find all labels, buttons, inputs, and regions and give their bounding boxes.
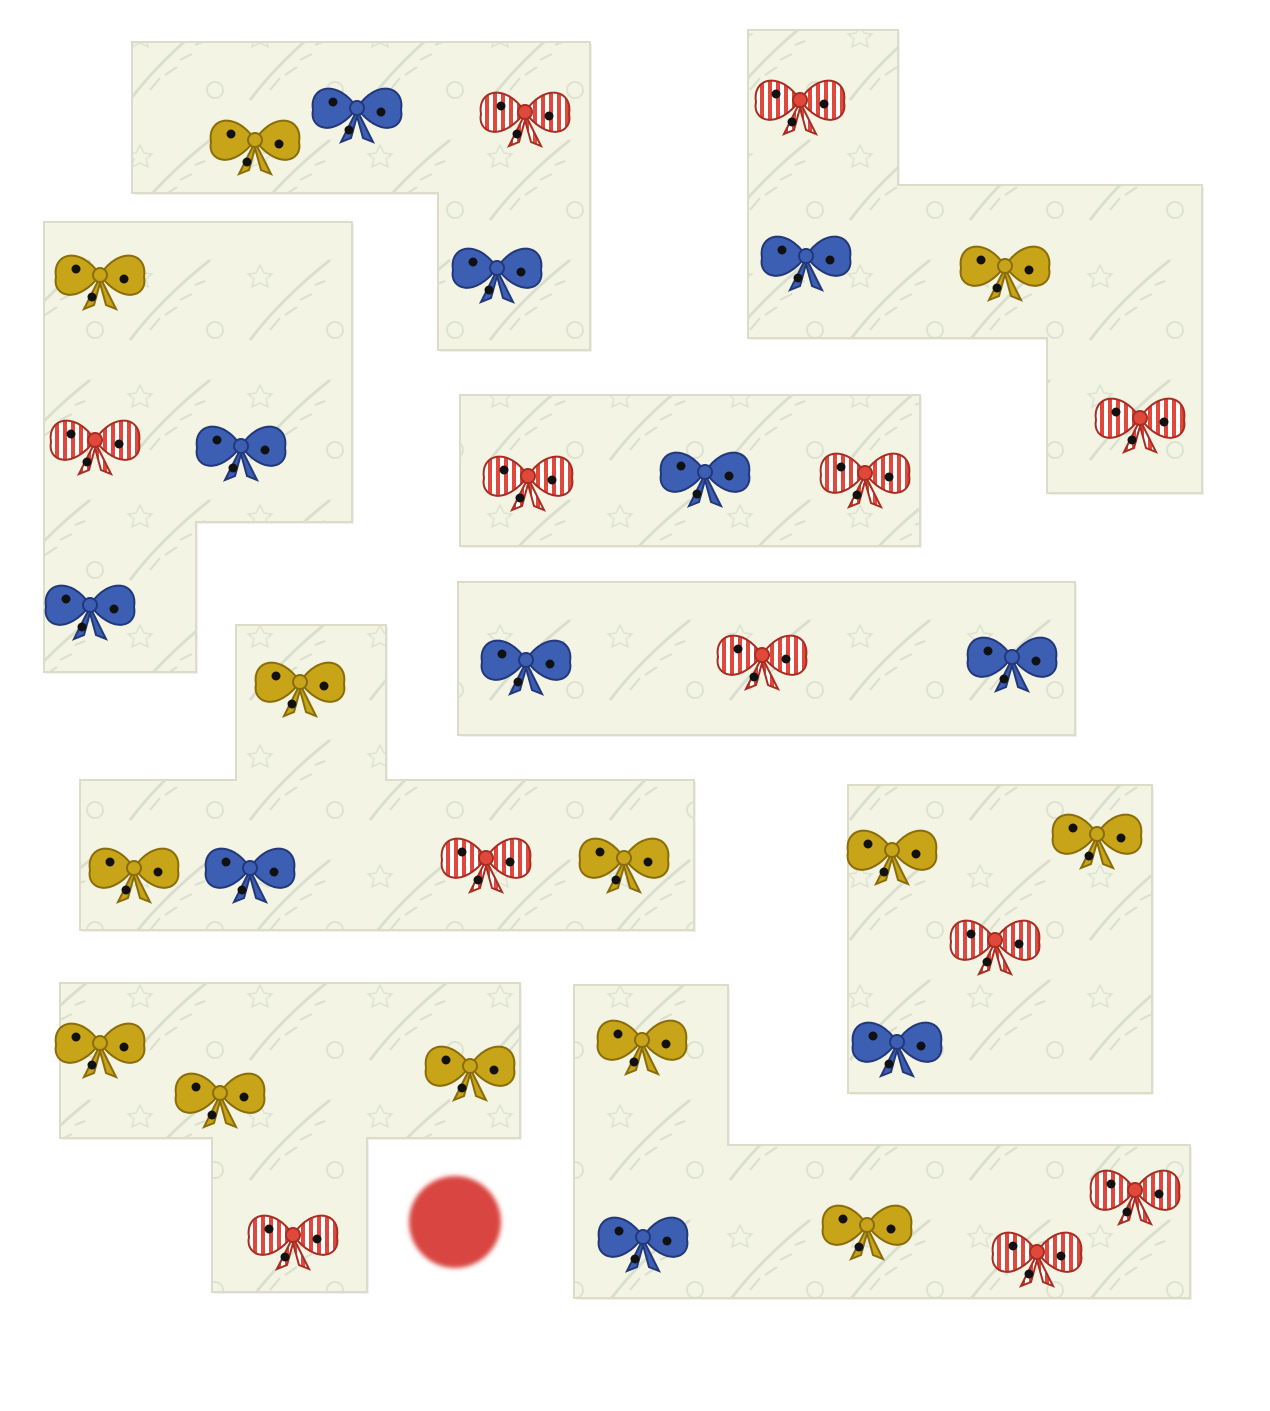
tile-5[interactable]: [457, 581, 1077, 737]
bow-gold: [174, 1072, 266, 1129]
bow-blue: [451, 247, 543, 304]
bow-gold: [88, 847, 180, 904]
tile-4[interactable]: [459, 394, 922, 548]
bow-blue: [597, 1216, 689, 1273]
bow-blue: [659, 451, 751, 508]
bow-gold: [578, 837, 670, 894]
bow-blue: [311, 87, 403, 144]
bow-red: [479, 91, 571, 148]
bow-red: [49, 419, 141, 476]
bow-red: [819, 452, 911, 509]
tile-6[interactable]: [79, 624, 696, 932]
bow-red: [440, 837, 532, 894]
bow-gold: [54, 1022, 146, 1079]
tile-card: [59, 982, 521, 1293]
bow-red: [1089, 1169, 1181, 1226]
bow-gold: [596, 1019, 688, 1076]
bow-gold: [821, 1204, 913, 1261]
tile-3[interactable]: [43, 221, 354, 674]
bow-gold: [1051, 813, 1143, 870]
bow-blue: [480, 639, 572, 696]
tile-9[interactable]: [573, 984, 1192, 1300]
bow-gold: [846, 829, 938, 886]
bow-gold: [254, 661, 346, 718]
bow-red: [949, 919, 1041, 976]
bow-gold: [209, 119, 301, 176]
bow-blue: [966, 636, 1058, 693]
bow-blue: [204, 847, 296, 904]
tile-2[interactable]: [747, 29, 1204, 495]
tile-card: [573, 984, 1191, 1299]
tile-8[interactable]: [54, 982, 522, 1294]
tile-7[interactable]: [846, 784, 1154, 1095]
bow-red: [754, 79, 846, 136]
bow-gold: [959, 245, 1051, 302]
bow-red: [716, 634, 808, 691]
bow-red: [247, 1214, 339, 1271]
tile-1[interactable]: [131, 41, 592, 352]
red-dot-marker: [409, 1176, 501, 1268]
bow-red: [482, 455, 574, 512]
bow-blue: [195, 425, 287, 482]
bow-blue: [760, 235, 852, 292]
bow-blue: [44, 584, 136, 641]
bow-red: [1094, 397, 1186, 454]
bow-gold: [424, 1045, 516, 1102]
bow-blue: [851, 1021, 943, 1078]
bow-gold: [54, 254, 146, 311]
bow-red: [991, 1231, 1083, 1288]
